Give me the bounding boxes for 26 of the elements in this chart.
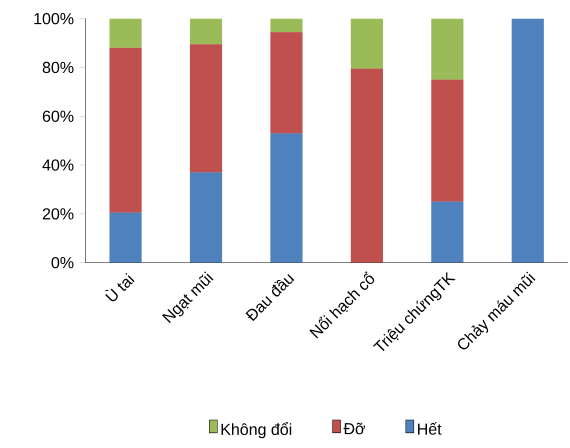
bar <box>270 133 303 263</box>
bar <box>270 18 303 32</box>
y-tick-label: 0% <box>52 256 74 268</box>
y-tick-label: 40% <box>42 159 74 171</box>
legend-label: Không đổi <box>222 422 292 438</box>
bar <box>190 44 222 172</box>
bar <box>350 68 383 263</box>
x-tick-label: Đau đầu <box>246 274 294 322</box>
bar <box>109 212 142 263</box>
bar <box>190 18 222 44</box>
y-tick-label: 20% <box>42 208 74 220</box>
bar <box>270 32 303 134</box>
bar <box>350 18 383 69</box>
bar <box>190 172 222 263</box>
legend-label: Hết <box>418 422 442 435</box>
bar <box>109 48 142 213</box>
y-tick-label: 60% <box>42 110 74 122</box>
bar <box>431 18 464 80</box>
bar <box>109 18 142 48</box>
x-tick-label: Ù tai <box>105 272 135 302</box>
legend-label: Đỡ <box>344 422 366 434</box>
y-tick-label: 80% <box>42 62 74 74</box>
bar <box>431 80 464 202</box>
bar <box>431 202 464 263</box>
bar <box>512 18 544 263</box>
y-tick-label: 100% <box>34 12 74 24</box>
